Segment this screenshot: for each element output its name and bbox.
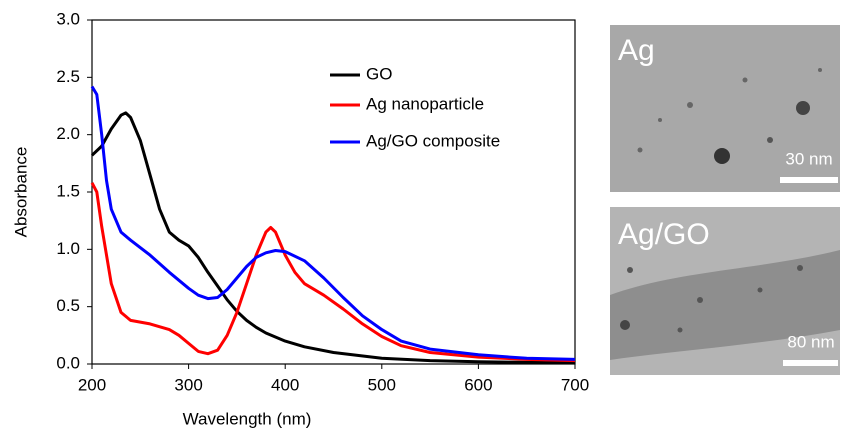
y-tick-label: 0.0 <box>56 353 80 372</box>
legend-label: GO <box>366 64 392 83</box>
image-label: Ag/GO <box>618 218 710 251</box>
x-tick-label: 500 <box>368 375 396 394</box>
y-tick-label: 1.5 <box>56 181 80 200</box>
x-tick-label: 300 <box>174 375 202 394</box>
series-line <box>90 85 576 361</box>
y-tick-label: 1.0 <box>56 239 80 258</box>
y-axis-label: Absorbance <box>11 147 30 238</box>
y-tick-label: 3.0 <box>56 9 80 28</box>
y-tick-label: 0.5 <box>56 296 80 315</box>
series-line <box>90 182 576 363</box>
tem-image-ag <box>610 25 840 192</box>
tem-image-ag-go <box>610 207 840 375</box>
image-label: Ag <box>618 34 655 67</box>
legend-label: Ag/GO composite <box>366 131 500 150</box>
x-tick-label: 400 <box>271 375 299 394</box>
plot-frame <box>91 19 576 365</box>
y-tick-label: 2.0 <box>56 124 80 143</box>
x-tick-label: 200 <box>78 375 106 394</box>
y-tick-label: 2.5 <box>56 67 80 86</box>
series-line <box>90 111 576 365</box>
legend-label: Ag nanoparticle <box>366 94 484 113</box>
x-tick-label: 700 <box>561 375 589 394</box>
scale-bar-label: 30 nm <box>785 149 832 168</box>
x-tick-label: 600 <box>464 375 492 394</box>
x-axis-label: Wavelength (nm) <box>183 409 312 428</box>
scale-bar-label: 80 nm <box>787 332 834 351</box>
